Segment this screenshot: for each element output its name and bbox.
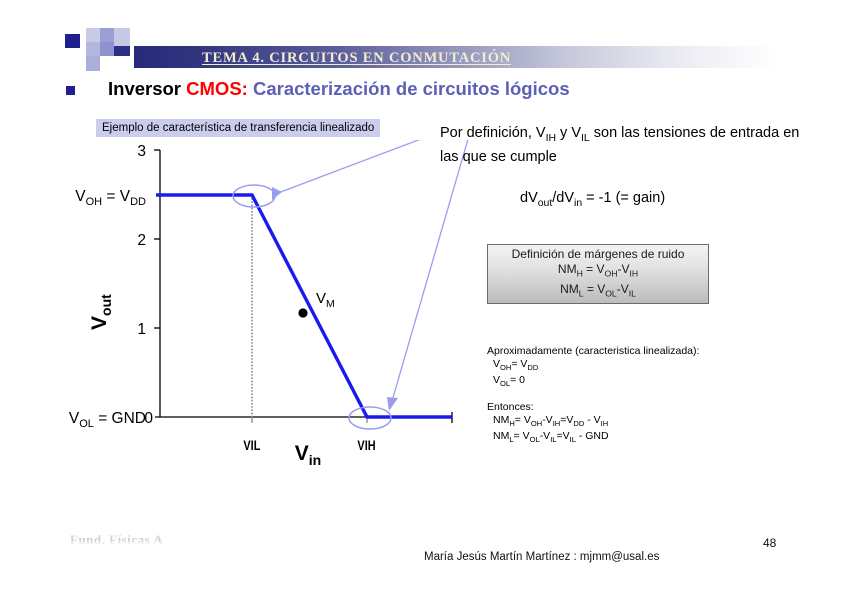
definition-paragraph: Por definición, VIH y VIL son las tensio… — [440, 124, 820, 167]
decor-square-5 — [100, 28, 114, 42]
vol-label: VOL = GND — [69, 410, 146, 430]
para-text-b: y V — [556, 125, 582, 141]
approx-nmh: NMH= VOH-VIH=VDD - VIH — [493, 414, 609, 429]
y-tick-label-3: 3 — [137, 143, 146, 160]
decor-square-8 — [114, 28, 130, 46]
para-sub-ih: IH — [545, 132, 557, 144]
para-text-a: Por definición, V — [440, 125, 546, 141]
y-axis-title: Vout — [88, 294, 114, 330]
vtc-curve — [156, 193, 452, 419]
banner-title-text: TEMA 4. CIRCUITOS EN CONMUTACIÓN — [202, 50, 512, 66]
para-sub-il: IL — [581, 132, 590, 144]
vm-marker-dot — [298, 308, 308, 318]
footer-course-label: Fund. Físicas A — [70, 532, 164, 547]
annotation-arrows — [272, 140, 469, 411]
title-banner: TEMA 4. CIRCUITOS EN CONMUTACIÓN — [62, 28, 780, 74]
noise-margin-definition-box: Definición de márgenes de ruido NMH = VO… — [487, 244, 709, 304]
decor-square-4 — [86, 42, 100, 56]
defbox-nml: NML = VOL-VIL — [560, 281, 636, 298]
chart-svg: VM 3 2 1 0 VOH = VDD VOL = G — [69, 140, 469, 468]
heading-part-cmos: CMOS: — [186, 78, 248, 99]
y-tick-label-0: 0 — [144, 410, 153, 427]
decor-square-7 — [86, 56, 100, 71]
defbox-nmh: NMH = VOH-VIH — [557, 262, 639, 279]
bullet-marker — [66, 86, 75, 95]
formula-sub-out: out — [537, 197, 553, 209]
footer-page-number: 48 — [763, 536, 777, 550]
decor-square-9 — [114, 46, 130, 56]
heading-part-rest: Caracterización de circuitos lógicos — [247, 78, 570, 99]
formula-equals: = -1 (= gain) — [582, 190, 666, 206]
approx-nml: NML= VOL-VIL=VIL - GND — [493, 430, 609, 445]
page-title: Inversor CMOS: Caracterización de circui… — [108, 77, 570, 101]
chart-caption: Ejemplo de característica de transferenc… — [96, 119, 381, 137]
defbox-title: Definición de márgenes de ruido — [511, 247, 685, 262]
approx-spacer — [487, 390, 787, 401]
x-tick-label-vil: VIL — [243, 438, 260, 454]
formula-dv: dV — [520, 190, 538, 206]
approximation-block: Aproximadamente (caracteristica linealiz… — [487, 345, 787, 446]
decor-square-6 — [100, 42, 114, 56]
approx-voh: VOH= VDD — [493, 358, 539, 373]
footer-author: María Jesús Martín Martínez : mjmm@usal.… — [424, 551, 660, 563]
voh-label: VOH = VDD — [75, 188, 146, 208]
decor-square-3 — [86, 28, 100, 42]
gain-formula: dVout/dVin = -1 (= gain) — [520, 190, 665, 209]
x-axis-title: Vin — [295, 442, 321, 468]
approx-vol: VOL= 0 — [493, 374, 525, 389]
banner-gradient-bar — [134, 46, 780, 68]
transfer-characteristic-chart: VM 3 2 1 0 VOH = VDD VOL = G — [60, 140, 480, 490]
formula-div-dv: /dV — [552, 190, 575, 206]
y-tick-label-2: 2 — [137, 232, 146, 249]
ellipse-vih-annotation — [348, 406, 392, 430]
approx-title: Aproximadamente (caracteristica linealiz… — [487, 345, 700, 357]
x-tick-label-vih: VIH — [357, 438, 375, 454]
decor-square-2 — [65, 34, 80, 48]
approx-entonces: Entonces: — [487, 401, 534, 414]
formula-sub-in: in — [574, 197, 583, 209]
para-text-c: son las tensiones de entrada en las que … — [440, 125, 800, 165]
heading-part-inversor: Inversor — [108, 78, 187, 99]
vm-label: VM — [316, 290, 335, 310]
y-tick-label-1: 1 — [137, 321, 146, 338]
